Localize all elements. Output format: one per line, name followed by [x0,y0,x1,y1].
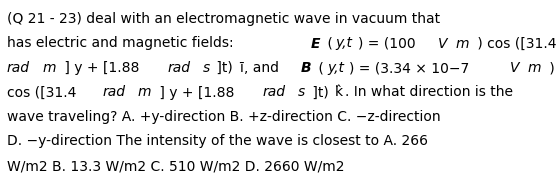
Text: V: V [510,61,519,75]
Text: V: V [437,36,447,51]
Text: s: s [299,86,306,99]
Text: ) = (100: ) = (100 [358,36,420,51]
Text: s: s [203,61,210,75]
Text: m: m [455,36,469,51]
Text: y,t: y,t [327,61,344,75]
Text: ] y + [1.88: ] y + [1.88 [60,61,143,75]
Text: , and: , and [244,61,288,75]
Text: cos ([31.4: cos ([31.4 [7,86,81,99]
Text: has electric and magnetic fields:: has electric and magnetic fields: [7,36,242,51]
Text: W/m2 B. 13.3 W/m2 C. 510 W/m2 D. 2660 W/m2: W/m2 B. 13.3 W/m2 C. 510 W/m2 D. 2660 W/… [7,159,344,173]
Text: m: m [528,61,541,75]
Text: m: m [42,61,56,75]
Text: ): ) [545,61,555,75]
Text: rad: rad [168,61,191,75]
Text: B: B [301,61,311,75]
Text: y,t: y,t [336,36,353,51]
Text: (Q 21 - 23) deal with an electromagnetic wave in vacuum that: (Q 21 - 23) deal with an electromagnetic… [7,12,440,26]
Text: rad: rad [263,86,286,99]
Text: ) = (3.34 × 10−7: ) = (3.34 × 10−7 [349,61,474,75]
Text: k̂: k̂ [334,86,343,99]
Text: ]t): ]t) [213,61,233,75]
Text: m: m [137,86,151,99]
Text: . In what direction is the: . In what direction is the [345,86,513,99]
Text: ] y + [1.88: ] y + [1.88 [155,86,239,99]
Text: D. −y-direction The intensity of the wave is closest to A. 266: D. −y-direction The intensity of the wav… [7,134,428,149]
Text: E: E [311,36,320,51]
Text: (: ( [314,61,324,75]
Text: (: ( [323,36,333,51]
Text: ī: ī [239,61,243,75]
Text: wave traveling? A. +y-direction B. +z-direction C. −z-direction: wave traveling? A. +y-direction B. +z-di… [7,110,441,124]
Text: rad: rad [102,86,125,99]
Text: ) cos ([31.4: ) cos ([31.4 [473,36,556,51]
Text: ]t): ]t) [307,86,329,99]
Text: rad: rad [7,61,30,75]
